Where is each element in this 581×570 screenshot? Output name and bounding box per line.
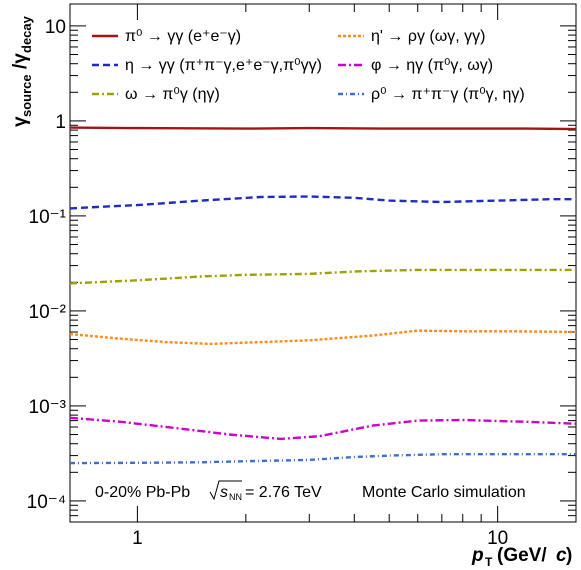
series-lines — [69, 126, 577, 465]
legend-label-5: ρ⁰ → π⁺π⁻γ (π⁰γ, ηγ) — [371, 86, 525, 103]
legend-label-0: π⁰ → γγ (e⁺e⁻γ) — [125, 28, 241, 45]
legend-label-3: η' → ργ (ωγ, γγ) — [371, 28, 485, 45]
plot-frame — [69, 3, 577, 523]
series-line-3 — [69, 329, 577, 346]
y-tick-label: 10 — [45, 17, 66, 38]
annotation-simulation: Monte Carlo simulation — [362, 484, 526, 501]
series-line-5 — [69, 453, 576, 465]
x-title-unit: (GeV/ — [497, 545, 547, 566]
y-title-sub: source — [19, 74, 34, 117]
legend-label-1: η → γγ (π⁺π⁻γ,e⁺e⁻γ,π⁰γγ) — [125, 57, 322, 74]
sqrt-s-subscript: NN — [229, 492, 242, 502]
axes — [69, 3, 577, 523]
ticks: 1 10 10 1 10⁻¹ 10⁻² 10⁻³ 10⁻⁴ — [27, 4, 576, 549]
y-tick-label: 10⁻² — [29, 302, 67, 323]
x-tick-label: 1 — [132, 528, 143, 549]
y-title-main: γ — [10, 116, 31, 127]
y-title-slash: /γ — [10, 53, 31, 69]
series-line-4 — [69, 416, 577, 441]
y-title-sub2: decay — [19, 15, 34, 53]
annotation-system: 0-20% Pb-Pb — [95, 484, 190, 501]
x-title-main: p — [471, 545, 484, 566]
y-tick-label: 10⁻³ — [29, 397, 67, 418]
series-line-1 — [69, 195, 576, 210]
legend: π⁰ → γγ (e⁺e⁻γ) η → γγ (π⁺π⁻γ,e⁺e⁻γ,π⁰γγ)… — [92, 28, 525, 103]
x-tick-label: 10 — [487, 528, 508, 549]
sqrt-icon — [209, 480, 242, 501]
y-axis-title: γ source /γ decay — [10, 15, 34, 127]
series-line-2 — [69, 268, 576, 285]
y-tick-label: 1 — [55, 112, 66, 133]
annotation-sqrt-s: s NN = 2.76 TeV — [209, 480, 322, 502]
x-axis-title: p T (GeV/ c ) — [471, 545, 572, 569]
sqrt-s-label: s — [220, 484, 228, 501]
x-title-sub: T — [485, 555, 493, 569]
annotation-energy: = 2.76 TeV — [245, 484, 322, 501]
legend-label-4: φ → ηγ (π⁰γ, ωγ) — [371, 57, 493, 74]
y-tick-label: 10⁻¹ — [29, 207, 67, 228]
legend-label-2: ω → π⁰γ (ηγ) — [125, 86, 220, 103]
x-title-unit-end: ) — [566, 545, 572, 566]
x-title-unit-italic: c — [556, 545, 567, 566]
series-line-0 — [69, 126, 577, 131]
y-tick-label: 10⁻⁴ — [27, 492, 66, 513]
